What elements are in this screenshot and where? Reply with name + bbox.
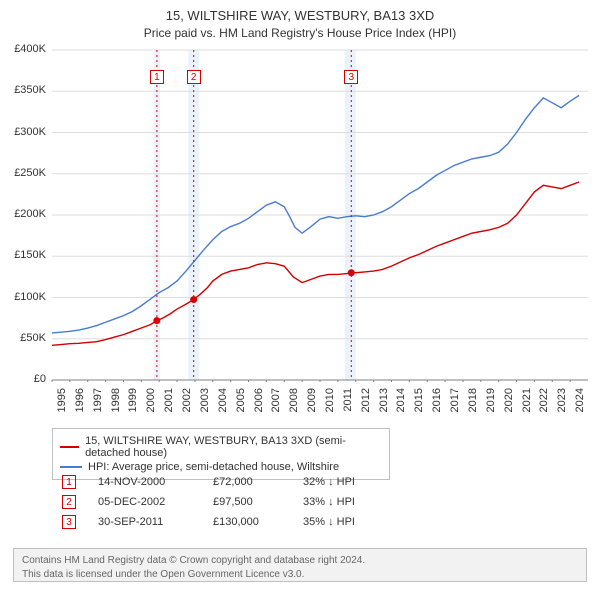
legend-label: 15, WILTSHIRE WAY, WESTBURY, BA13 3XD (s… <box>85 435 382 459</box>
sales-row-marker: 2 <box>62 495 76 509</box>
x-tick-label: 1996 <box>74 388 86 418</box>
x-tick-label: 2015 <box>413 388 425 418</box>
series-price_paid <box>52 182 579 345</box>
x-tick-label: 2002 <box>181 388 193 418</box>
x-tick-label: 2017 <box>449 388 461 418</box>
x-tick-label: 2004 <box>217 388 229 418</box>
x-tick-label: 2007 <box>270 388 282 418</box>
y-tick-label: £350K <box>0 84 46 96</box>
x-tick-label: 2013 <box>378 388 390 418</box>
x-tick-label: 2024 <box>574 388 586 418</box>
x-tick-label: 2022 <box>538 388 550 418</box>
y-tick-label: £250K <box>0 167 46 179</box>
x-tick-label: 2011 <box>342 388 354 418</box>
sales-table: 114-NOV-2000£72,00032% ↓ HPI205-DEC-2002… <box>52 472 472 532</box>
y-tick-label: £300K <box>0 126 46 138</box>
sales-row-delta: 32% ↓ HPI <box>303 476 472 488</box>
x-tick-label: 2006 <box>253 388 265 418</box>
sales-row: 114-NOV-2000£72,00032% ↓ HPI <box>52 472 472 492</box>
legend-swatch <box>60 466 82 468</box>
attribution-footer: Contains HM Land Registry data © Crown c… <box>13 548 587 582</box>
sales-row-date: 30-SEP-2011 <box>76 516 213 528</box>
y-tick-label: £100K <box>0 291 46 303</box>
x-tick-label: 2010 <box>324 388 336 418</box>
x-tick-label: 2021 <box>521 388 533 418</box>
x-tick-label: 2023 <box>556 388 568 418</box>
y-tick-label: £50K <box>0 332 46 344</box>
x-tick-label: 2014 <box>395 388 407 418</box>
sale-marker-3: 3 <box>344 70 358 84</box>
footer-line2: This data is licensed under the Open Gov… <box>22 568 578 582</box>
sales-row-price: £72,000 <box>213 476 303 488</box>
sales-row-price: £130,000 <box>213 516 303 528</box>
y-tick-label: £150K <box>0 249 46 261</box>
x-tick-label: 2003 <box>199 388 211 418</box>
legend-swatch <box>60 446 79 448</box>
sales-row-delta: 35% ↓ HPI <box>303 516 472 528</box>
sales-row: 205-DEC-2002£97,50033% ↓ HPI <box>52 492 472 512</box>
x-tick-label: 2020 <box>503 388 515 418</box>
sales-row-date: 05-DEC-2002 <box>76 496 213 508</box>
y-tick-label: £400K <box>0 43 46 55</box>
x-tick-label: 2008 <box>288 388 300 418</box>
x-tick-label: 2005 <box>235 388 247 418</box>
sale-marker-2: 2 <box>187 70 201 84</box>
x-tick-label: 2009 <box>306 388 318 418</box>
x-tick-label: 2018 <box>467 388 479 418</box>
footer-line1: Contains HM Land Registry data © Crown c… <box>22 554 578 568</box>
x-tick-label: 2016 <box>431 388 443 418</box>
x-tick-label: 2019 <box>485 388 497 418</box>
x-tick-label: 2012 <box>360 388 372 418</box>
sales-row-date: 14-NOV-2000 <box>76 476 213 488</box>
y-tick-label: £0 <box>0 373 46 385</box>
x-tick-label: 1997 <box>92 388 104 418</box>
x-tick-label: 1998 <box>110 388 122 418</box>
sales-row-marker: 1 <box>62 475 76 489</box>
sales-row: 330-SEP-2011£130,00035% ↓ HPI <box>52 512 472 532</box>
x-tick-label: 2000 <box>145 388 157 418</box>
sales-row-price: £97,500 <box>213 496 303 508</box>
x-tick-label: 1999 <box>127 388 139 418</box>
x-tick-label: 1995 <box>56 388 68 418</box>
x-tick-label: 2001 <box>163 388 175 418</box>
y-tick-label: £200K <box>0 208 46 220</box>
legend-row: 15, WILTSHIRE WAY, WESTBURY, BA13 3XD (s… <box>60 434 382 460</box>
sales-row-delta: 33% ↓ HPI <box>303 496 472 508</box>
sales-row-marker: 3 <box>62 515 76 529</box>
sale-marker-1: 1 <box>150 70 164 84</box>
